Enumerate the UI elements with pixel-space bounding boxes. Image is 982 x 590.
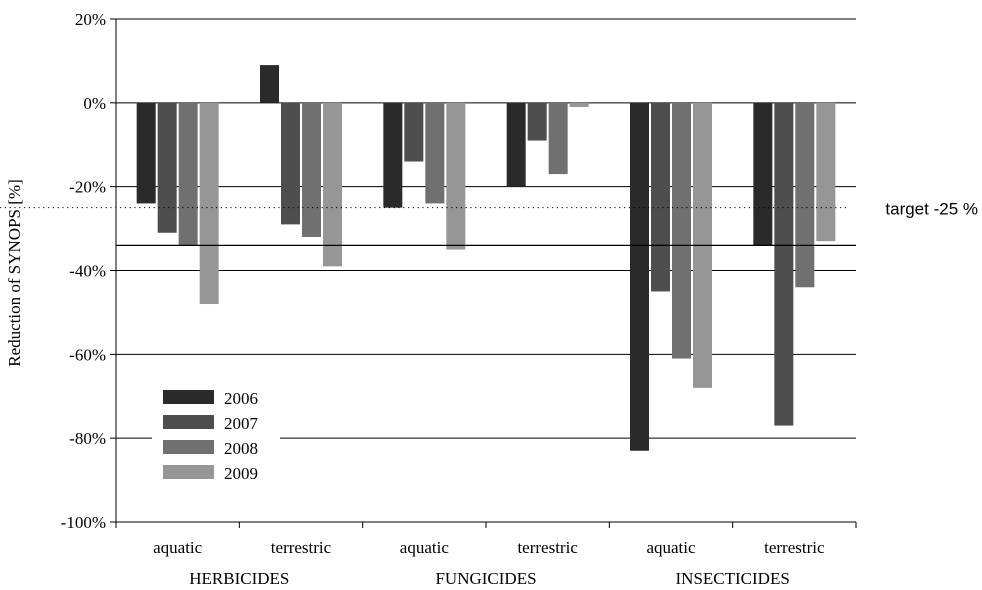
bar xyxy=(323,102,342,267)
y-tick-label: -20% xyxy=(69,178,106,197)
bar xyxy=(404,102,424,162)
bar xyxy=(157,102,177,233)
bar xyxy=(753,102,773,246)
y-axis-label: Reduction of SYNOPS [%] xyxy=(5,179,24,366)
bar xyxy=(260,65,279,103)
grid-lines xyxy=(116,18,856,439)
bar xyxy=(630,102,649,451)
bars xyxy=(136,65,836,451)
group-label: HERBICIDES xyxy=(189,569,289,588)
target-label: target -25 % xyxy=(885,200,978,219)
group-label: INSECTICIDES xyxy=(676,569,790,588)
legend: 2006 2007 2008 2009 xyxy=(152,384,280,488)
x-tick-label: terrestric xyxy=(271,538,332,557)
bar xyxy=(178,102,198,246)
legend-label: 2007 xyxy=(224,414,259,433)
x-tick-label: terrestric xyxy=(517,538,578,557)
x-tick-label: terrestric xyxy=(764,538,825,557)
bar xyxy=(816,102,836,242)
bar xyxy=(199,102,219,305)
y-tick-label: 20% xyxy=(75,10,106,29)
legend-swatch xyxy=(163,390,214,404)
bar xyxy=(672,102,691,359)
bar xyxy=(527,102,547,141)
group-label: FUNGICIDES xyxy=(435,569,536,588)
y-tick-label: -60% xyxy=(69,345,106,364)
bar xyxy=(302,102,321,237)
y-tick-label: -40% xyxy=(69,262,106,281)
bar xyxy=(136,102,156,204)
y-tick-label: -80% xyxy=(69,429,106,448)
bar xyxy=(425,102,445,204)
y-tick-label: -100% xyxy=(61,513,106,532)
x-tick-label: aquatic xyxy=(153,538,203,557)
bar xyxy=(795,102,815,288)
y-tick-label: 0% xyxy=(83,94,106,113)
bar xyxy=(506,102,526,187)
legend-swatch xyxy=(163,415,214,429)
bar xyxy=(569,102,589,108)
bar xyxy=(548,102,568,175)
axes: 20% 0% -20% -40% -60% -80% -100% aquatic terrest… xyxy=(61,10,857,588)
bar xyxy=(446,102,466,250)
x-tick-label: aquatic xyxy=(646,538,696,557)
reference-lines: target -25 % xyxy=(0,200,978,247)
x-tick-label: aquatic xyxy=(400,538,450,557)
bar xyxy=(651,102,670,292)
legend-label: 2008 xyxy=(224,439,258,458)
legend-label: 2006 xyxy=(224,389,258,408)
bar xyxy=(383,102,403,208)
legend-swatch xyxy=(163,465,214,479)
legend-label: 2009 xyxy=(224,464,258,483)
bar xyxy=(281,102,300,225)
bar xyxy=(774,102,794,426)
legend-swatch xyxy=(163,440,214,454)
